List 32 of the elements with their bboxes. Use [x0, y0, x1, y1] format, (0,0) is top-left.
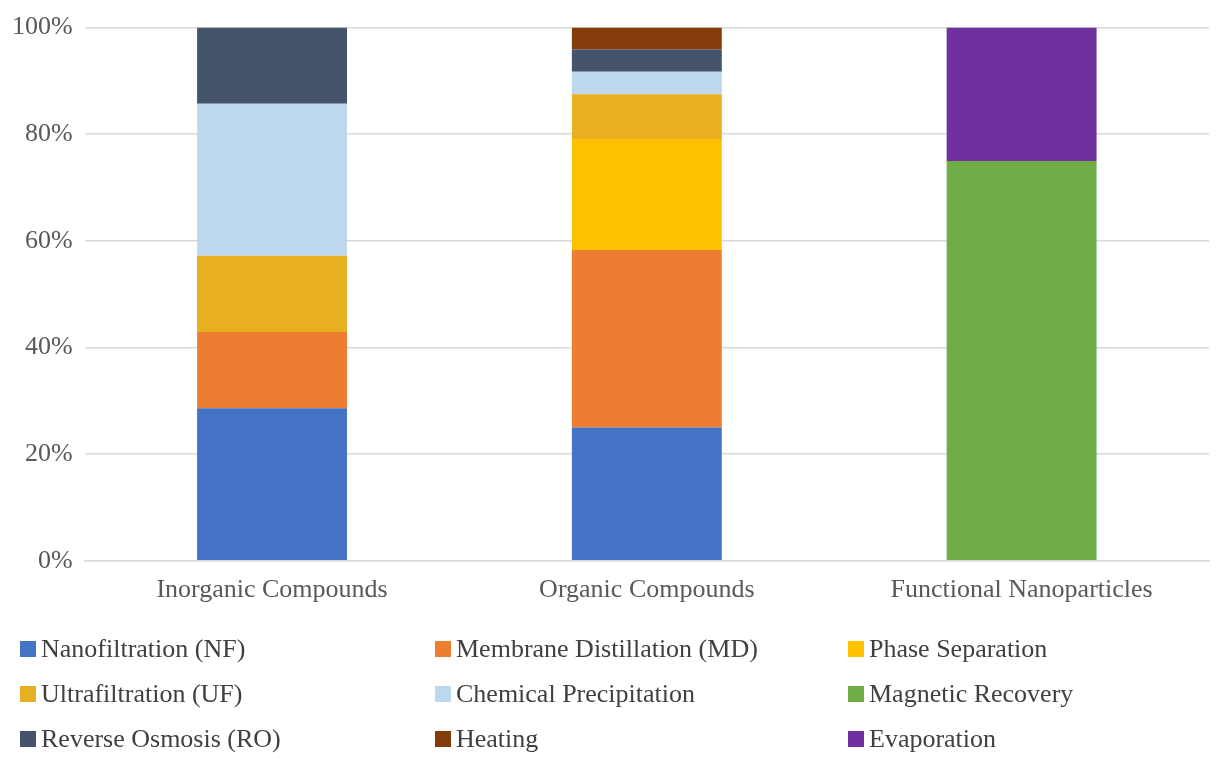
bar: [946, 27, 1097, 161]
bar: [197, 27, 348, 104]
legend-label: Membrane Distillation (MD): [456, 633, 758, 664]
legend-label: Chemical Precipitation: [456, 678, 695, 709]
y-tick-label: 80%: [24, 118, 73, 148]
bar: [571, 49, 722, 72]
legend-label: Magnetic Recovery: [869, 678, 1074, 709]
y-tick-label: 40%: [24, 331, 73, 361]
x-tick-label: Organic Compounds: [539, 574, 755, 604]
legend-label: Evaporation: [869, 723, 997, 754]
bar: [571, 249, 722, 428]
y-tick-label: 0%: [37, 544, 73, 574]
legend-label: Phase Separation: [869, 633, 1048, 664]
legend-label: Nanofiltration (NF): [41, 633, 246, 664]
bar: [946, 160, 1097, 561]
bar: [571, 94, 722, 140]
legend-label: Ultrafiltration (UF): [41, 678, 243, 709]
y-tick-label: 100%: [11, 11, 73, 41]
bar: [571, 427, 722, 561]
bar: [197, 408, 348, 561]
y-tick-label: 60%: [24, 224, 73, 254]
x-tick-label: Functional Nanoparticles: [890, 574, 1153, 604]
legend-label: Reverse Osmosis (RO): [41, 723, 281, 754]
legend-label: Heating: [456, 723, 539, 754]
x-tick-label: Inorganic Compounds: [156, 574, 388, 604]
bar: [571, 139, 722, 250]
bar: [197, 103, 348, 256]
bar: [197, 332, 348, 409]
bar: [197, 255, 348, 333]
y-tick-label: 20%: [24, 437, 73, 467]
bar: [571, 71, 722, 95]
bar: [571, 27, 722, 50]
